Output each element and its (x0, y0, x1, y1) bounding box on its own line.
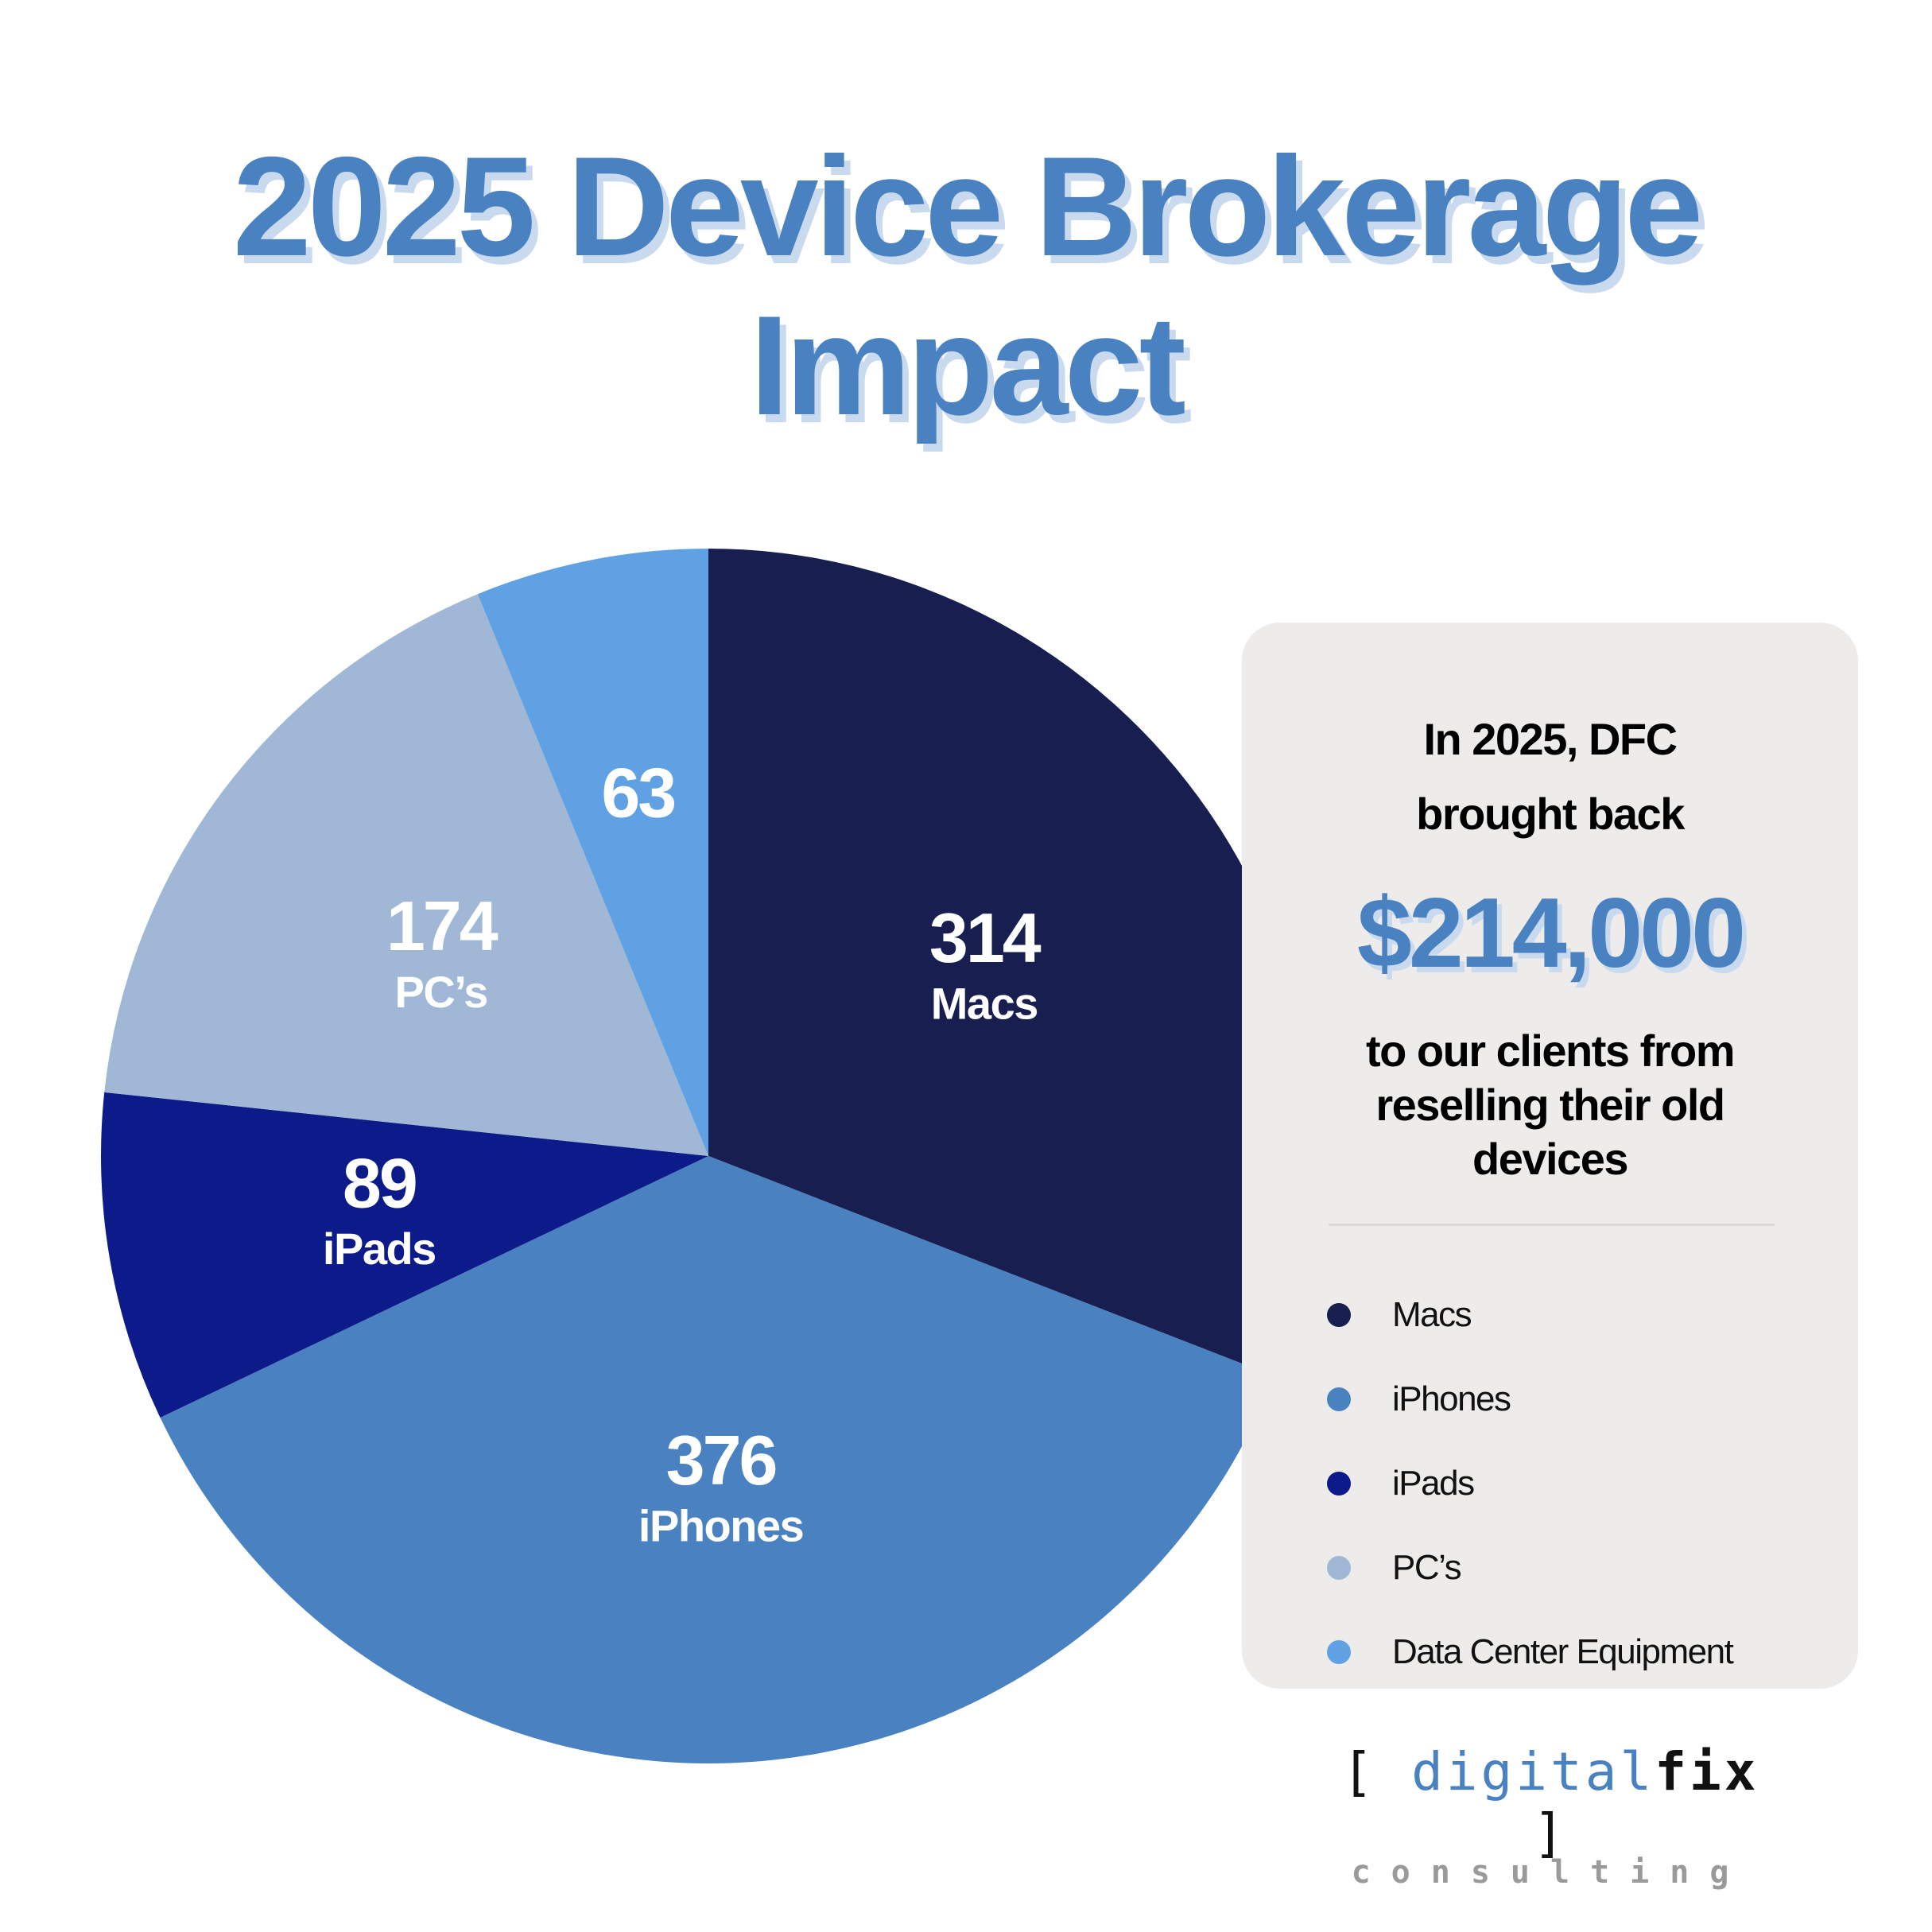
category-label: iPads (323, 1224, 436, 1274)
panel-outro: to our clients from reselling their old … (1365, 1026, 1736, 1184)
pie-slice (101, 1092, 709, 1418)
legend-label: Macs (1392, 1295, 1472, 1334)
legend-swatch (1327, 1472, 1351, 1496)
legend-label: iPhones (1392, 1379, 1511, 1418)
legend-label: Data Center Equipment (1392, 1632, 1734, 1671)
legend-item: Data Center Equipment (1327, 1610, 1734, 1694)
legend-label: iPads (1392, 1464, 1475, 1503)
pie-slice (160, 1156, 1275, 1763)
pie-slice (708, 549, 1317, 1377)
legend-item: iPads (1327, 1441, 1732, 1526)
info-panel: In 2025, DFC brought back $214,000 to ou… (1242, 623, 1858, 1689)
value-label: 89 (343, 1143, 416, 1222)
panel-intro: In 2025, DFC brought back (1416, 714, 1685, 839)
legend-swatch (1327, 1640, 1351, 1664)
legend: Macs iPhones iPads PC’s Data Center Equipmen… (1327, 1273, 1734, 1694)
logo-fix: fix (1655, 1741, 1759, 1802)
legend-swatch (1327, 1387, 1351, 1411)
divider (1329, 1224, 1775, 1226)
category-label: iPhones (638, 1501, 803, 1551)
legend-swatch (1327, 1556, 1351, 1580)
value-label: 174 (386, 886, 499, 965)
value-label: 63 (601, 754, 674, 832)
legend-item: Macs (1327, 1273, 1732, 1357)
chart-title: 2025 Device Brokerage Impact (232, 127, 1703, 444)
legend-item: iPhones (1327, 1357, 1732, 1441)
logo-tagline: consulting (1351, 1854, 1750, 1891)
value-label: 314 (929, 898, 1042, 977)
logo-bracket: [ (1341, 1741, 1377, 1802)
legend-swatch (1327, 1303, 1351, 1327)
category-label: Macs (931, 979, 1038, 1029)
logo-digital: digital (1411, 1741, 1655, 1802)
value-label: 376 (666, 1421, 776, 1499)
pie-slice (477, 549, 708, 1156)
panel-amount: $214,000 (1356, 879, 1746, 988)
pie-slice (104, 594, 708, 1156)
legend-label: PC’s (1392, 1548, 1462, 1587)
legend-item: PC’s (1327, 1526, 1732, 1610)
logo: [ digitalfix ] consulting (1312, 1741, 1789, 1891)
category-label: PC’s (395, 967, 487, 1017)
logo-bracket: ] (1533, 1802, 1568, 1864)
